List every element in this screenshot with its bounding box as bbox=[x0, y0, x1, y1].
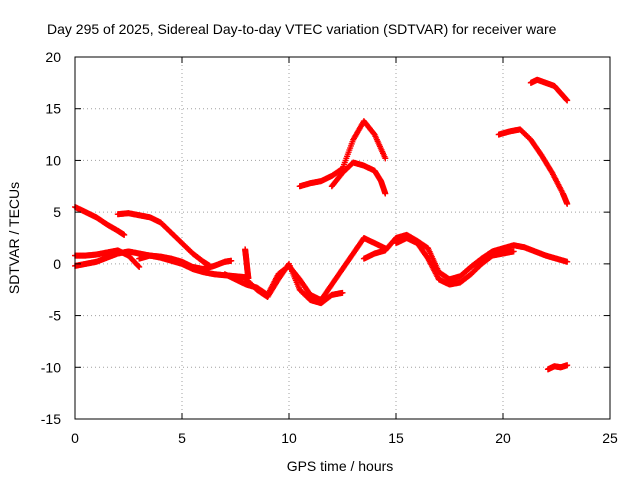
x-tick-label: 0 bbox=[71, 430, 79, 446]
y-tick-label: 0 bbox=[53, 256, 61, 272]
x-tick-label: 20 bbox=[495, 430, 511, 446]
data-point bbox=[564, 97, 571, 104]
y-tick-label: 10 bbox=[45, 152, 61, 168]
data-point bbox=[339, 289, 346, 296]
data-point bbox=[382, 190, 389, 197]
data-point bbox=[245, 275, 252, 282]
series-arc-4 bbox=[72, 247, 143, 270]
data-point bbox=[564, 362, 571, 369]
x-axis-label: GPS time / hours bbox=[287, 458, 394, 474]
data-point bbox=[121, 231, 128, 238]
series-arc-13 bbox=[495, 126, 571, 207]
series-arc-5 bbox=[136, 252, 235, 273]
series-arc-12 bbox=[393, 235, 517, 288]
y-tick-label: 5 bbox=[53, 204, 61, 220]
data-point bbox=[382, 155, 389, 162]
x-tick-label: 10 bbox=[281, 430, 297, 446]
x-tick-labels: 0 5 10 15 20 25 bbox=[71, 430, 618, 446]
x-tick-label: 15 bbox=[388, 430, 404, 446]
y-tick-label: -15 bbox=[41, 411, 61, 427]
x-tick-label: 5 bbox=[178, 430, 186, 446]
y-tick-label: 15 bbox=[45, 101, 61, 117]
y-tick-label: 20 bbox=[45, 49, 61, 65]
axis-ticks bbox=[74, 56, 611, 420]
series-arc-15 bbox=[544, 362, 571, 373]
x-tick-label: 25 bbox=[602, 430, 618, 446]
data-point bbox=[228, 257, 235, 264]
y-tick-label: -10 bbox=[41, 359, 61, 375]
series-arc-8 bbox=[242, 246, 252, 282]
y-axis-label: SDTVAR / TECUs bbox=[6, 182, 22, 294]
y-tick-labels: -15 -10 -5 0 5 10 15 20 bbox=[41, 49, 61, 427]
series-arc-14 bbox=[527, 76, 571, 104]
data-point bbox=[136, 263, 143, 270]
data-point bbox=[564, 200, 571, 207]
plot-frame bbox=[74, 56, 611, 420]
series-arc-2 bbox=[114, 210, 213, 269]
data-points bbox=[72, 76, 571, 373]
series-arc-7 bbox=[243, 260, 346, 307]
y-tick-label: -5 bbox=[49, 308, 62, 324]
data-point bbox=[510, 248, 517, 255]
data-point bbox=[564, 258, 571, 265]
data-point bbox=[135, 263, 142, 270]
series-arc-9 bbox=[296, 118, 389, 190]
chart-title: Day 295 of 2025, Sidereal Day-to-day VTE… bbox=[47, 21, 557, 37]
series-arc-1 bbox=[72, 203, 128, 238]
series-arc-10 bbox=[328, 159, 389, 197]
